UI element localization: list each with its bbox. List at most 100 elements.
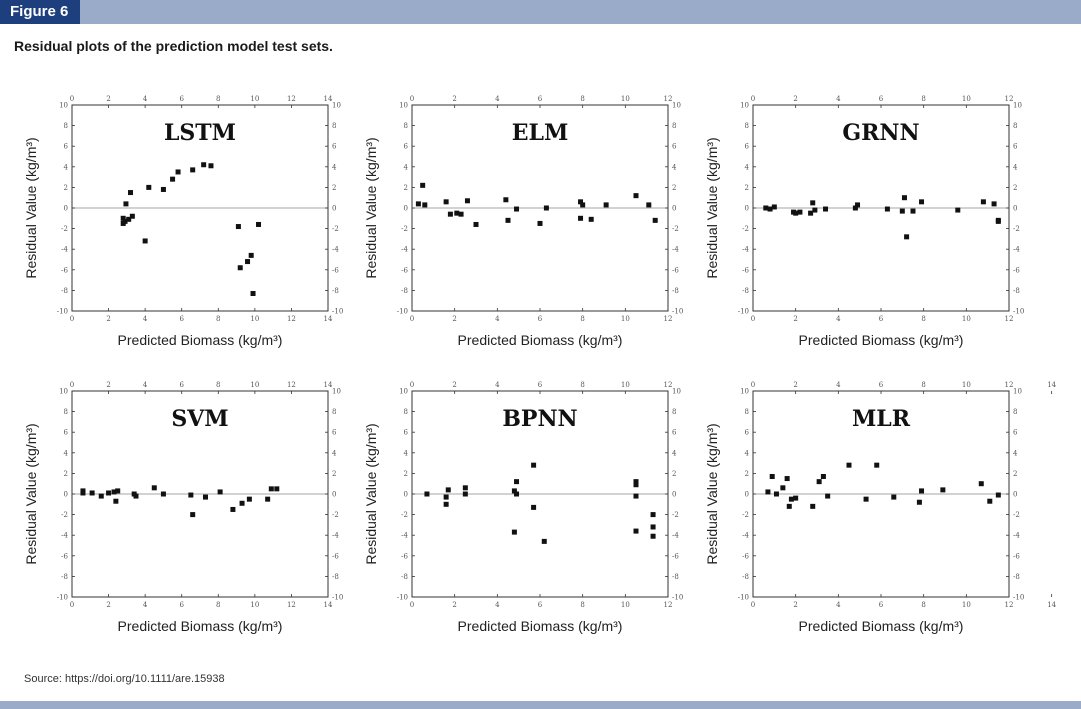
data-point <box>769 473 775 479</box>
y-tick-label-right: 0 <box>332 205 336 213</box>
x-tick-label-top: 12 <box>1005 95 1014 103</box>
data-point <box>810 503 816 509</box>
x-tick-label-bottom: 6 <box>538 315 543 323</box>
y-tick-label-right: 4 <box>672 163 677 171</box>
x-tick-label-top: 10 <box>962 95 971 103</box>
y-tick-label-left: 10 <box>740 388 749 396</box>
y-tick-label-left: -10 <box>397 308 408 316</box>
y-tick-label-left: 2 <box>404 184 408 192</box>
x-tick-label-top: 12 <box>287 381 296 389</box>
data-point <box>246 496 252 502</box>
x-tick-label-top: 2 <box>452 95 456 103</box>
y-axis-label: Residual Value (kg/m³) <box>363 423 379 564</box>
y-tick-label-left: -2 <box>742 511 749 519</box>
x-tick-label-top: 10 <box>621 95 630 103</box>
x-tick-label-bottom: 4 <box>836 315 841 323</box>
y-tick-label-left: -4 <box>742 532 749 540</box>
data-point <box>633 193 639 199</box>
data-point <box>780 485 786 491</box>
x-tick-label-bottom: 0 <box>70 601 74 609</box>
y-tick-label-right: 10 <box>1013 388 1022 396</box>
data-point <box>633 493 639 499</box>
data-point <box>274 486 280 492</box>
data-point <box>256 221 262 227</box>
y-tick-label-right: -2 <box>1013 511 1020 519</box>
y-tick-label-right: -10 <box>1013 594 1024 602</box>
y-tick-label-right: -4 <box>332 532 339 540</box>
x-tick-label-bottom: 0 <box>751 315 755 323</box>
x-tick-label-bottom: 2 <box>793 315 797 323</box>
y-tick-label-right: 4 <box>332 449 337 457</box>
y-tick-label-left: -10 <box>738 308 749 316</box>
x-tick-label-bottom: 4 <box>495 601 500 609</box>
y-tick-label-left: 6 <box>64 429 69 437</box>
y-tick-label-right: -10 <box>672 308 683 316</box>
chart-title: GRNN <box>842 120 919 146</box>
data-point <box>462 491 468 497</box>
x-tick-label-bottom: 8 <box>580 601 584 609</box>
chart-title: SVM <box>171 406 228 432</box>
x-tick-label-top: 4 <box>836 381 841 389</box>
x-tick-label-bottom: 2 <box>106 601 110 609</box>
x-tick-label-top: 10 <box>250 95 259 103</box>
data-point <box>133 493 139 499</box>
data-point <box>190 167 196 173</box>
x-tick-label-top: 6 <box>538 95 543 103</box>
x-tick-label-bottom: 10 <box>621 601 630 609</box>
x-tick-label-bottom: 10 <box>250 601 259 609</box>
y-tick-label-left: 6 <box>745 143 750 151</box>
chart-title: BPNN <box>502 406 577 432</box>
data-point <box>265 496 271 502</box>
data-point <box>816 479 822 485</box>
x-axis-label: Predicted Biomass (kg/m³) <box>118 332 283 348</box>
data-point <box>443 199 449 205</box>
y-tick-label-left: -6 <box>742 266 749 274</box>
data-point <box>537 220 543 226</box>
data-point <box>940 487 946 493</box>
y-tick-label-left: -10 <box>57 308 68 316</box>
data-point <box>511 488 517 494</box>
data-point <box>543 205 549 211</box>
x-tick-label-bottom: 6 <box>179 601 184 609</box>
data-point <box>458 211 464 217</box>
y-tick-label-left: -10 <box>738 594 749 602</box>
x-tick-label-top: 6 <box>538 381 543 389</box>
x-axis-label: Predicted Biomass (kg/m³) <box>458 332 623 348</box>
x-axis-label: Predicted Biomass (kg/m³) <box>799 618 964 634</box>
y-tick-label-left: 8 <box>745 122 749 130</box>
data-point <box>98 493 104 499</box>
y-tick-label-left: 2 <box>745 470 749 478</box>
y-tick-label-right: 8 <box>672 122 676 130</box>
data-point <box>422 202 428 208</box>
data-point <box>473 221 479 227</box>
x-tick-label-top: 4 <box>836 95 841 103</box>
y-tick-label-right: -8 <box>332 287 339 295</box>
data-point <box>633 479 639 485</box>
y-tick-label-left: 0 <box>745 491 749 499</box>
y-tick-label-right: -4 <box>332 246 339 254</box>
data-point <box>980 199 986 205</box>
x-tick-label-bottom: 0 <box>70 315 74 323</box>
data-point <box>230 506 236 512</box>
y-tick-label-right: 2 <box>332 184 336 192</box>
data-point <box>852 205 858 211</box>
y-tick-label-right: -10 <box>672 594 683 602</box>
data-point <box>899 208 905 214</box>
y-tick-label-right: 6 <box>672 429 677 437</box>
data-point <box>652 217 658 223</box>
x-tick-label-bottom: 4 <box>495 315 500 323</box>
x-tick-label-top: 10 <box>250 381 259 389</box>
y-axis-label: Residual Value (kg/m³) <box>23 137 39 278</box>
y-tick-label-left: -8 <box>61 287 68 295</box>
data-point <box>812 207 818 213</box>
y-tick-label-left: 0 <box>64 491 68 499</box>
data-point <box>217 489 223 495</box>
data-point <box>788 496 794 502</box>
y-tick-label-right: 6 <box>1013 429 1018 437</box>
data-point <box>245 259 251 265</box>
data-point <box>763 205 769 211</box>
y-tick-label-right: -6 <box>1013 552 1020 560</box>
y-tick-label-left: 10 <box>399 388 408 396</box>
y-tick-label-right: 2 <box>672 470 676 478</box>
y-tick-label-right: 2 <box>1013 470 1017 478</box>
